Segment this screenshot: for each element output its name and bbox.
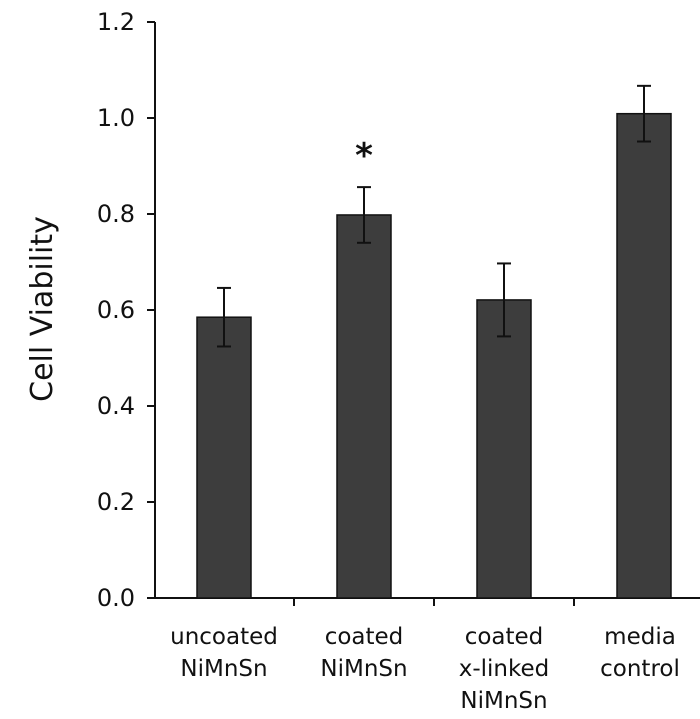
- y-tick-label: 0.8: [97, 200, 135, 228]
- category-labels: uncoated NiMnSn coated NiMnSn coated x-linked…: [170, 624, 680, 714]
- significance-marker: *: [355, 136, 373, 176]
- y-tick-label: 0.2: [97, 488, 135, 516]
- error-bars: [217, 84, 651, 348]
- annotations: *: [355, 136, 373, 176]
- y-axis-ticks: 0.0 0.2 0.4 0.6 0.8 1.0 1.2: [97, 8, 575, 612]
- y-tick-label: 0.0: [97, 584, 135, 612]
- y-tick-label: 0.6: [97, 296, 135, 324]
- bar: [616, 112, 672, 599]
- x-category-label: coated: [465, 624, 544, 650]
- x-category-label: x-linked: [459, 656, 550, 682]
- x-category-label: media: [604, 624, 676, 650]
- x-category-label: control: [600, 656, 680, 682]
- bar: [476, 299, 532, 599]
- x-category-label: NiMnSn: [180, 656, 267, 682]
- bar: [336, 214, 392, 599]
- bars: [196, 112, 672, 599]
- y-axis-title: Cell Viability: [25, 216, 60, 402]
- x-category-label: coated: [325, 624, 404, 650]
- bar: [196, 316, 252, 599]
- x-category-label: NiMnSn: [460, 688, 547, 714]
- y-tick-label: 1.0: [97, 104, 135, 132]
- y-tick-label: 0.4: [97, 392, 135, 420]
- x-category-label: NiMnSn: [320, 656, 407, 682]
- x-category-label: uncoated: [170, 624, 278, 650]
- y-tick-label: 1.2: [97, 8, 135, 36]
